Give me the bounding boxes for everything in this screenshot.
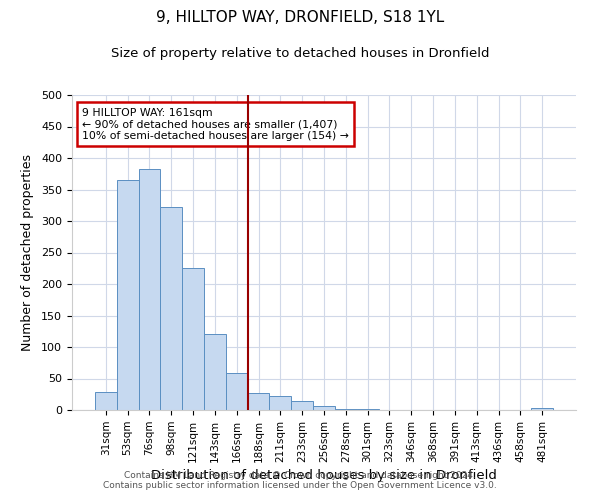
Bar	[117, 180, 139, 410]
Bar	[139, 170, 160, 410]
Text: Contains HM Land Registry data © Crown copyright and database right 2024.
Contai: Contains HM Land Registry data © Crown c…	[103, 470, 497, 490]
Bar	[226, 373, 248, 410]
Bar	[313, 406, 335, 410]
Bar	[335, 408, 357, 410]
Bar	[248, 393, 269, 410]
Bar	[269, 396, 291, 410]
Bar	[182, 268, 204, 410]
Bar	[291, 400, 313, 410]
Bar	[160, 207, 182, 410]
Bar	[95, 392, 117, 410]
Y-axis label: Number of detached properties: Number of detached properties	[21, 154, 34, 351]
Bar	[531, 408, 553, 410]
Bar	[204, 334, 226, 410]
Text: 9, HILLTOP WAY, DRONFIELD, S18 1YL: 9, HILLTOP WAY, DRONFIELD, S18 1YL	[156, 10, 444, 25]
Text: 9 HILLTOP WAY: 161sqm
← 90% of detached houses are smaller (1,407)
10% of semi-d: 9 HILLTOP WAY: 161sqm ← 90% of detached …	[82, 108, 349, 141]
Text: Size of property relative to detached houses in Dronfield: Size of property relative to detached ho…	[111, 48, 489, 60]
X-axis label: Distribution of detached houses by size in Dronfield: Distribution of detached houses by size …	[151, 469, 497, 482]
